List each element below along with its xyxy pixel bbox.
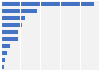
Bar xyxy=(1,9,38,13)
Bar xyxy=(1,65,4,69)
Bar xyxy=(1,51,7,55)
Bar xyxy=(1,37,18,41)
Bar xyxy=(1,58,5,62)
Bar xyxy=(1,16,26,20)
Bar xyxy=(1,23,22,27)
Bar xyxy=(1,44,10,48)
Bar xyxy=(1,30,18,34)
Bar xyxy=(1,2,94,6)
